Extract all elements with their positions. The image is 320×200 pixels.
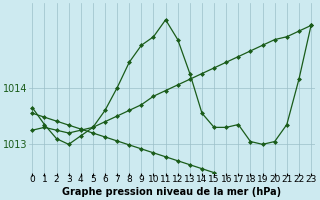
X-axis label: Graphe pression niveau de la mer (hPa): Graphe pression niveau de la mer (hPa) xyxy=(62,187,281,197)
